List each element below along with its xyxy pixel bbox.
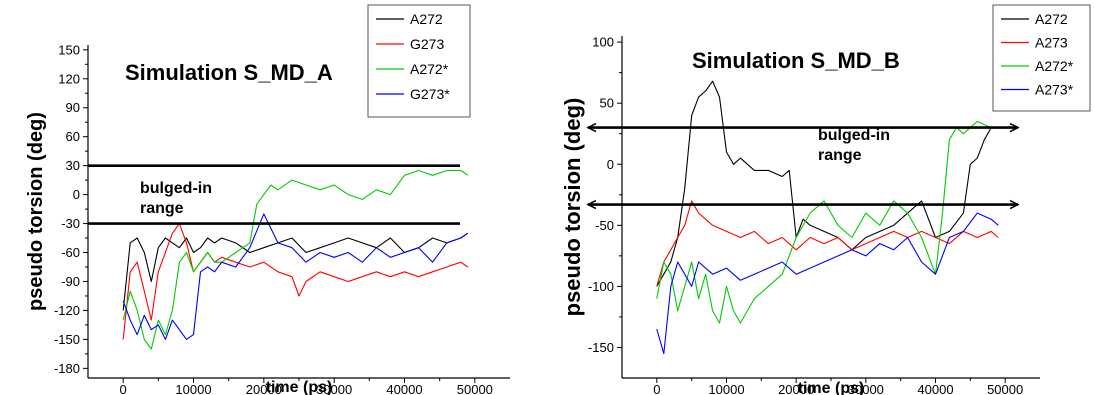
y-tick-label: -60	[61, 245, 80, 260]
x-tick-label: 50000	[457, 382, 493, 395]
range-arrow-right	[1009, 199, 1020, 210]
y-tick-label: 90	[66, 100, 80, 115]
chart-panel-s-md-b: 100 50 0 -50 -100 -150 0 10000 20000 30000 40000 50…	[560, 4, 1091, 395]
y-tick-label: 0	[607, 157, 614, 172]
series-line-a272-star	[656, 120, 999, 324]
y-axis-label: pseudo torsion (deg)	[560, 98, 585, 317]
y-tick-label: -180	[54, 361, 80, 376]
chart-title: Simulation S_MD_A	[125, 60, 333, 85]
range-annotation: range	[140, 200, 184, 217]
y-tick-label: -100	[588, 279, 614, 294]
y-tick-label: 120	[58, 71, 80, 86]
x-tick-label: 40000	[917, 382, 953, 395]
x-tick-label: 40000	[386, 382, 422, 395]
legend-box	[367, 4, 471, 118]
range-annotation: bulged-in	[818, 127, 890, 144]
y-tick-label: -120	[54, 303, 80, 318]
y-tick-label: -90	[61, 274, 80, 289]
y-axis-label: pseudo torsion (deg)	[25, 112, 47, 311]
legend-box	[992, 4, 1091, 112]
series-line-a272	[656, 80, 999, 287]
x-tick-label: 20000	[778, 382, 814, 395]
y-tick-label: -30	[61, 216, 80, 231]
series-line-g273	[122, 223, 469, 340]
y-tick-label: 50	[600, 96, 614, 111]
series-line-g273-star	[122, 213, 469, 340]
y-tick-label: 100	[592, 35, 614, 50]
y-tick-label: 0	[73, 187, 80, 202]
x-tick-label: 10000	[175, 382, 211, 395]
legend-label-a273: A273	[1035, 35, 1068, 51]
legend-label-g273: G273	[410, 36, 444, 52]
y-tick-label: -150	[54, 332, 80, 347]
range-annotation: range	[818, 147, 862, 164]
range-annotation: bulged-in	[140, 180, 212, 197]
range-arrow-left	[586, 122, 597, 133]
x-tick-label: 0	[120, 382, 127, 395]
range-arrow-right	[1009, 122, 1020, 133]
series-line-a272-star	[122, 169, 469, 350]
y-tick-label: 60	[66, 129, 80, 144]
series-line-a272	[122, 232, 469, 311]
x-tick-label: 0	[653, 382, 660, 395]
x-tick-label: 30000	[848, 382, 884, 395]
y-tick-label: -50	[595, 218, 614, 233]
chart-panel-s-md-a: 150 120 90 60 30 0 -30 -60 -90 -120 -150 -180 0 10000…	[25, 4, 510, 395]
x-tick-label: 50000	[987, 382, 1023, 395]
legend-label-a272-star: A272*	[410, 61, 449, 77]
series-line-a273-star	[656, 212, 999, 355]
y-tick-label: -150	[588, 340, 614, 355]
legend-label-a272: A272	[1035, 11, 1068, 27]
legend-label-a272: A272	[410, 11, 443, 27]
y-tick-label: 30	[66, 158, 80, 173]
legend-label-a273-star: A273*	[1035, 82, 1074, 98]
y-tick-label: 150	[58, 42, 80, 57]
chart-title: Simulation S_MD_B	[692, 48, 900, 73]
x-axis-label: time (ps)	[266, 379, 333, 395]
x-axis-label: time (ps)	[798, 380, 865, 395]
legend: A272 A273 A272* A273*	[992, 4, 1091, 112]
x-tick-label: 20000	[246, 382, 282, 395]
legend: A272 G273 A272* G273*	[367, 4, 471, 118]
legend-label-g273-star: G273*	[410, 86, 450, 102]
legend-label-a272-star: A272*	[1035, 58, 1074, 74]
x-tick-label: 10000	[708, 382, 744, 395]
range-arrow-left	[586, 199, 597, 210]
x-tick-label: 30000	[316, 382, 352, 395]
